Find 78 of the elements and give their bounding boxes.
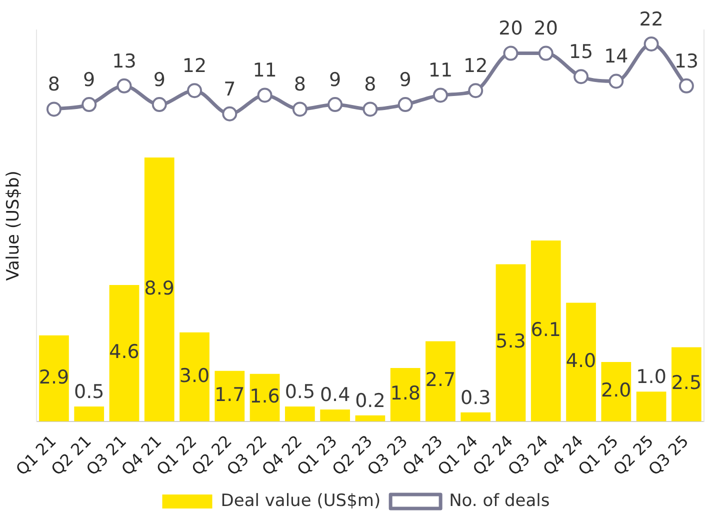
bar (460, 412, 491, 422)
point (678, 78, 694, 94)
bar (672, 347, 702, 422)
point (574, 69, 589, 84)
bar (566, 302, 596, 422)
point (152, 97, 167, 112)
data-label: 0.2 (355, 390, 386, 412)
data-label: 0.4 (320, 384, 350, 406)
point (503, 46, 518, 61)
point (362, 102, 378, 117)
bar (390, 368, 420, 422)
data-label: 1.8 (390, 382, 420, 405)
data-label: 9 (153, 68, 166, 91)
point (468, 83, 484, 98)
point (82, 97, 97, 112)
data-label: 9 (329, 68, 342, 91)
data-label: 2.0 (601, 380, 632, 402)
data-label: 2.5 (671, 372, 702, 394)
point (292, 102, 308, 117)
data-label: 7 (224, 78, 236, 100)
data-label: 1.7 (214, 384, 245, 406)
bar (636, 392, 666, 422)
point (644, 36, 659, 52)
data-label: 0.3 (460, 386, 491, 409)
bar (496, 264, 526, 422)
point (432, 88, 448, 103)
bar (144, 157, 174, 422)
y-axis-title: Value (US$b) (4, 170, 24, 281)
data-label: 8.9 (144, 277, 174, 300)
bar (426, 341, 456, 422)
data-label: 22 (639, 8, 664, 30)
data-label: 8 (48, 74, 60, 96)
data-label: 3.0 (179, 364, 210, 387)
data-label: 14 (604, 46, 628, 68)
data-label: 1.0 (636, 366, 666, 388)
data-label: 20 (534, 18, 558, 40)
data-label: 20 (498, 18, 523, 40)
data-label: 6.1 (530, 318, 561, 341)
data-label: 4.6 (109, 341, 140, 364)
data-label: 12 (182, 55, 207, 77)
point (46, 102, 62, 117)
point (538, 46, 554, 61)
point (398, 97, 413, 112)
data-label: 11 (428, 60, 453, 82)
data-label: 11 (252, 60, 277, 82)
bar (601, 362, 632, 422)
data-label: 13 (674, 50, 699, 72)
data-label: 15 (568, 41, 594, 64)
legend-label: No. of deals (449, 490, 550, 511)
point (222, 106, 238, 122)
bar (355, 415, 386, 422)
data-label: 1.6 (250, 386, 280, 408)
data-label: 5.3 (496, 330, 526, 353)
data-label: 2.9 (38, 366, 70, 388)
point (116, 78, 132, 94)
data-label: 0.5 (284, 380, 316, 403)
bar (214, 370, 245, 422)
bar (530, 240, 561, 422)
bar (109, 284, 140, 422)
data-label: 8 (294, 74, 306, 96)
legend-label: Deal value (US$m) (220, 490, 381, 511)
bar (320, 409, 350, 422)
data-label: 4.0 (566, 350, 596, 372)
data-label: 8 (364, 74, 376, 96)
bar (39, 335, 69, 422)
bar (180, 332, 210, 422)
data-label: 0.5 (74, 380, 104, 403)
point (187, 83, 202, 98)
data-label: 9 (83, 68, 96, 91)
data-label: 9 (399, 68, 412, 91)
data-label: 12 (464, 55, 488, 77)
point (257, 88, 272, 103)
data-label: 13 (112, 50, 136, 72)
point (328, 97, 343, 112)
bar (74, 406, 104, 422)
bar (284, 406, 315, 422)
point (608, 74, 624, 89)
data-label: 2.7 (425, 369, 456, 392)
